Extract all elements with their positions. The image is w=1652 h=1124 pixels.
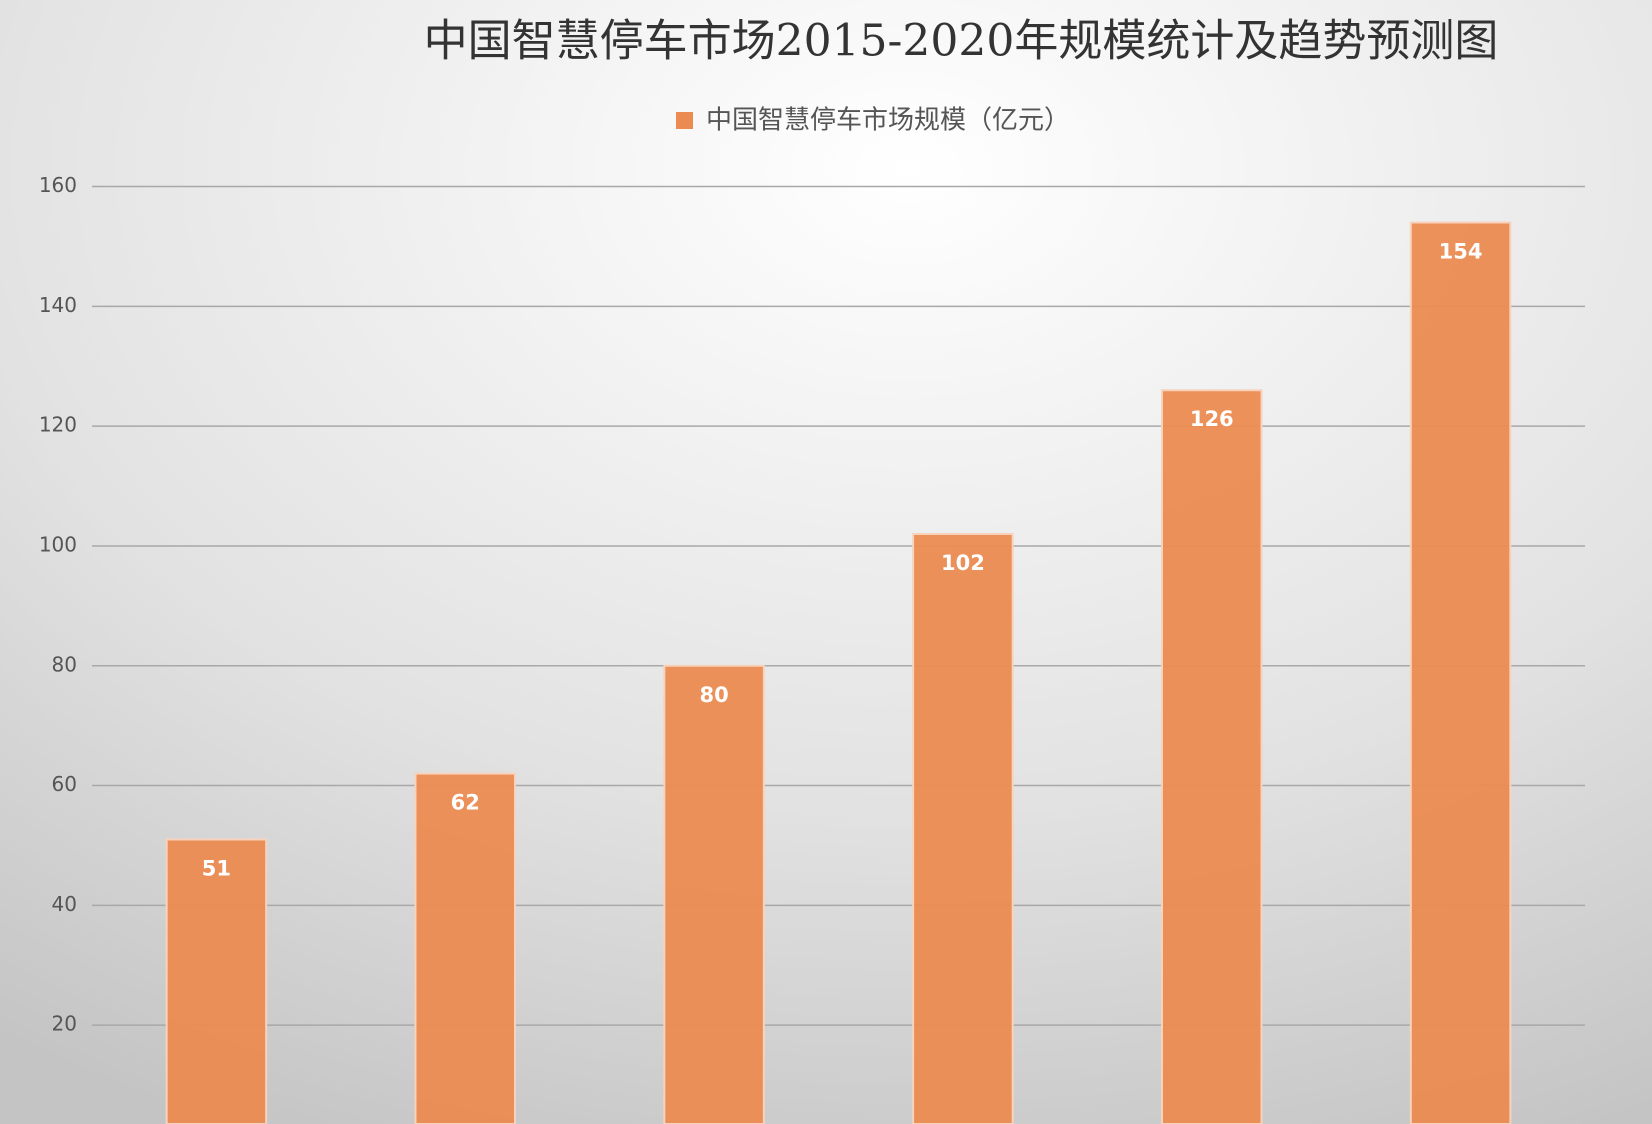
chart-title: 中国智慧停车市场2015-2020年规模统计及趋势预测图 bbox=[424, 16, 1499, 67]
y-tick-label: 120 bbox=[39, 413, 77, 437]
bar bbox=[1409, 221, 1512, 1124]
y-tick-label: 20 bbox=[52, 1012, 77, 1036]
legend-swatch bbox=[676, 112, 693, 129]
bar bbox=[663, 664, 765, 1124]
bar bbox=[414, 772, 517, 1124]
y-tick-label: 60 bbox=[52, 772, 77, 796]
data-label: 51 bbox=[202, 856, 231, 880]
data-label: 126 bbox=[1190, 407, 1234, 431]
data-label: 154 bbox=[1439, 239, 1483, 263]
data-label: 102 bbox=[941, 551, 985, 575]
y-tick-label: 100 bbox=[39, 532, 77, 556]
y-tick-label: 80 bbox=[52, 652, 77, 676]
data-label: 62 bbox=[451, 791, 480, 815]
y-tick-label: 40 bbox=[52, 892, 77, 916]
data-label: 80 bbox=[699, 683, 728, 707]
y-tick-label: 140 bbox=[39, 293, 77, 317]
bar bbox=[1160, 389, 1263, 1124]
bar bbox=[912, 532, 1014, 1124]
bar bbox=[165, 838, 268, 1124]
y-tick-label: 160 bbox=[39, 173, 77, 197]
legend-label: 中国智慧停车市场规模（亿元） bbox=[706, 106, 1070, 136]
